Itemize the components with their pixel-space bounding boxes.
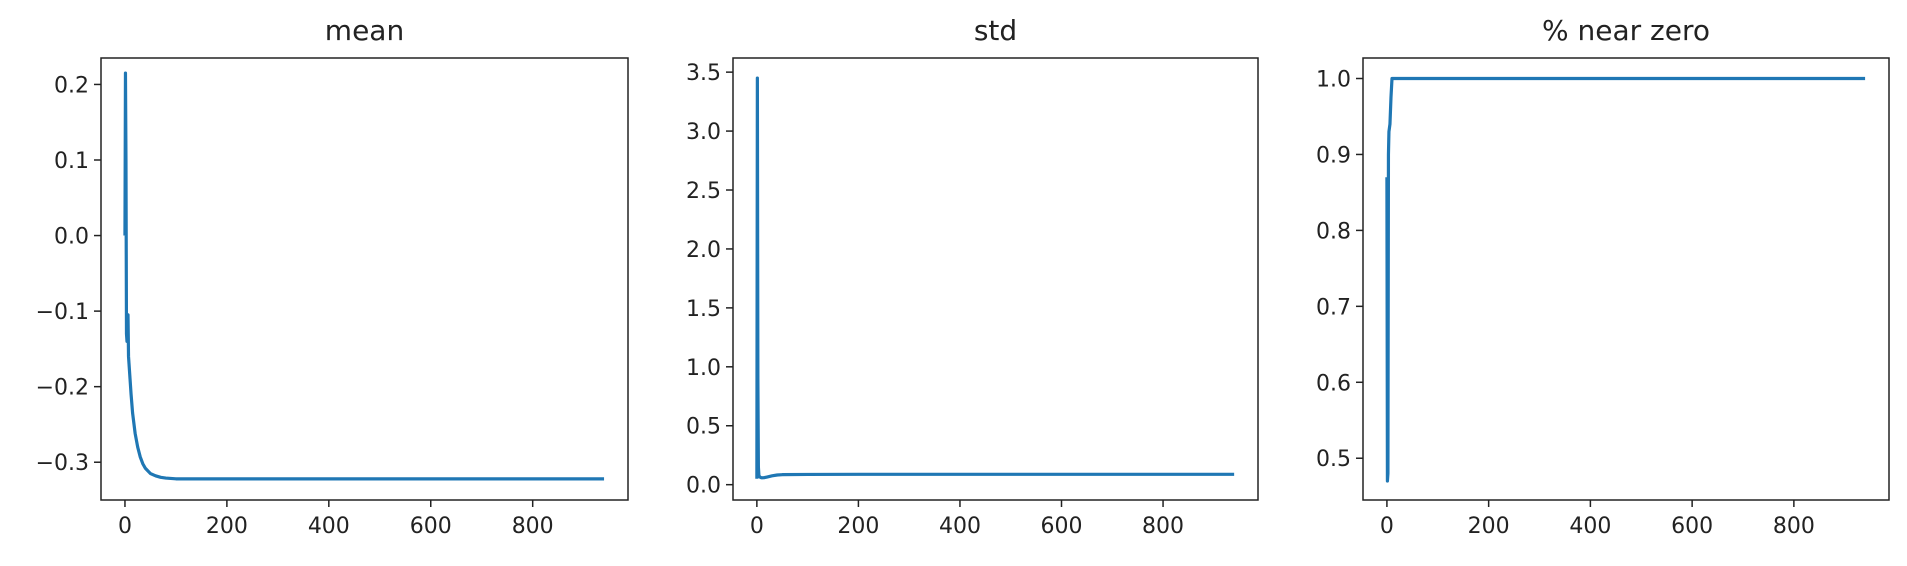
y-tick-label: 1.0: [1316, 68, 1351, 93]
series-line-1: [1385, 76, 1866, 483]
plot-frame: [100, 57, 629, 501]
series-line-1: [755, 76, 1235, 480]
y-tick-label: 0.5: [1316, 447, 1351, 472]
x-tick-label: 0: [1380, 514, 1394, 539]
x-tick-label: 0: [750, 514, 764, 539]
y-tick-label: 2.5: [686, 179, 721, 204]
y-tick-label: 3.0: [686, 120, 721, 145]
y-tick-label: 0.9: [1316, 143, 1351, 168]
y-tick-label: 0.0: [54, 225, 89, 250]
x-tick-label: 400: [1569, 514, 1611, 539]
x-tick-label: 0: [118, 514, 132, 539]
y-tick-label: 3.5: [686, 61, 721, 86]
plot-frame: [1362, 57, 1890, 501]
y-tick-label: 2.0: [686, 238, 721, 263]
y-tick-label: −0.2: [36, 376, 89, 401]
x-tick-label: 600: [1671, 514, 1713, 539]
chart-panel-2: 0 200 400 600 800 0.0 0.5 1.0 1.5 2.0 2.5 3.0 3.5 std: [686, 14, 1259, 539]
x-tick-label: 200: [1468, 514, 1510, 539]
x-tick-label: 600: [1041, 514, 1083, 539]
x-tick-label: 400: [939, 514, 981, 539]
chart-title: mean: [325, 14, 404, 47]
y-tick-label: 0.5: [686, 415, 721, 440]
y-tick-label: 0.7: [1316, 295, 1351, 320]
x-tick-label: 200: [206, 514, 248, 539]
y-tick-label: 0.8: [1316, 219, 1351, 244]
plot-frame: [732, 57, 1259, 501]
chart-title: std: [974, 14, 1017, 47]
x-tick-label: 200: [837, 514, 879, 539]
y-tick-label: 1.0: [686, 356, 721, 381]
chart-title: % near zero: [1542, 14, 1710, 47]
y-tick-label: 0.2: [54, 73, 89, 98]
y-tick-label: 0.1: [54, 149, 89, 174]
x-tick-label: 800: [1773, 514, 1815, 539]
chart-panel-3: 0 200 400 600 800 0.5 0.6 0.7 0.8 0.9 1.0 % near ze…: [1316, 14, 1890, 539]
y-tick-label: 0.6: [1316, 371, 1351, 396]
series-line-1: [123, 71, 605, 481]
chart-panel-1: 0 200 400 600 800 −0.3 −0.2 −0.1 0.0 0.1 0.2 mean: [36, 14, 629, 539]
y-tick-label: −0.1: [36, 300, 89, 325]
y-tick-label: 0.0: [686, 474, 721, 499]
y-tick-label: −0.3: [36, 451, 89, 476]
x-tick-label: 800: [512, 514, 554, 539]
x-tick-label: 600: [410, 514, 452, 539]
y-tick-label: 1.5: [686, 297, 721, 322]
x-tick-label: 800: [1142, 514, 1184, 539]
x-tick-label: 400: [308, 514, 350, 539]
